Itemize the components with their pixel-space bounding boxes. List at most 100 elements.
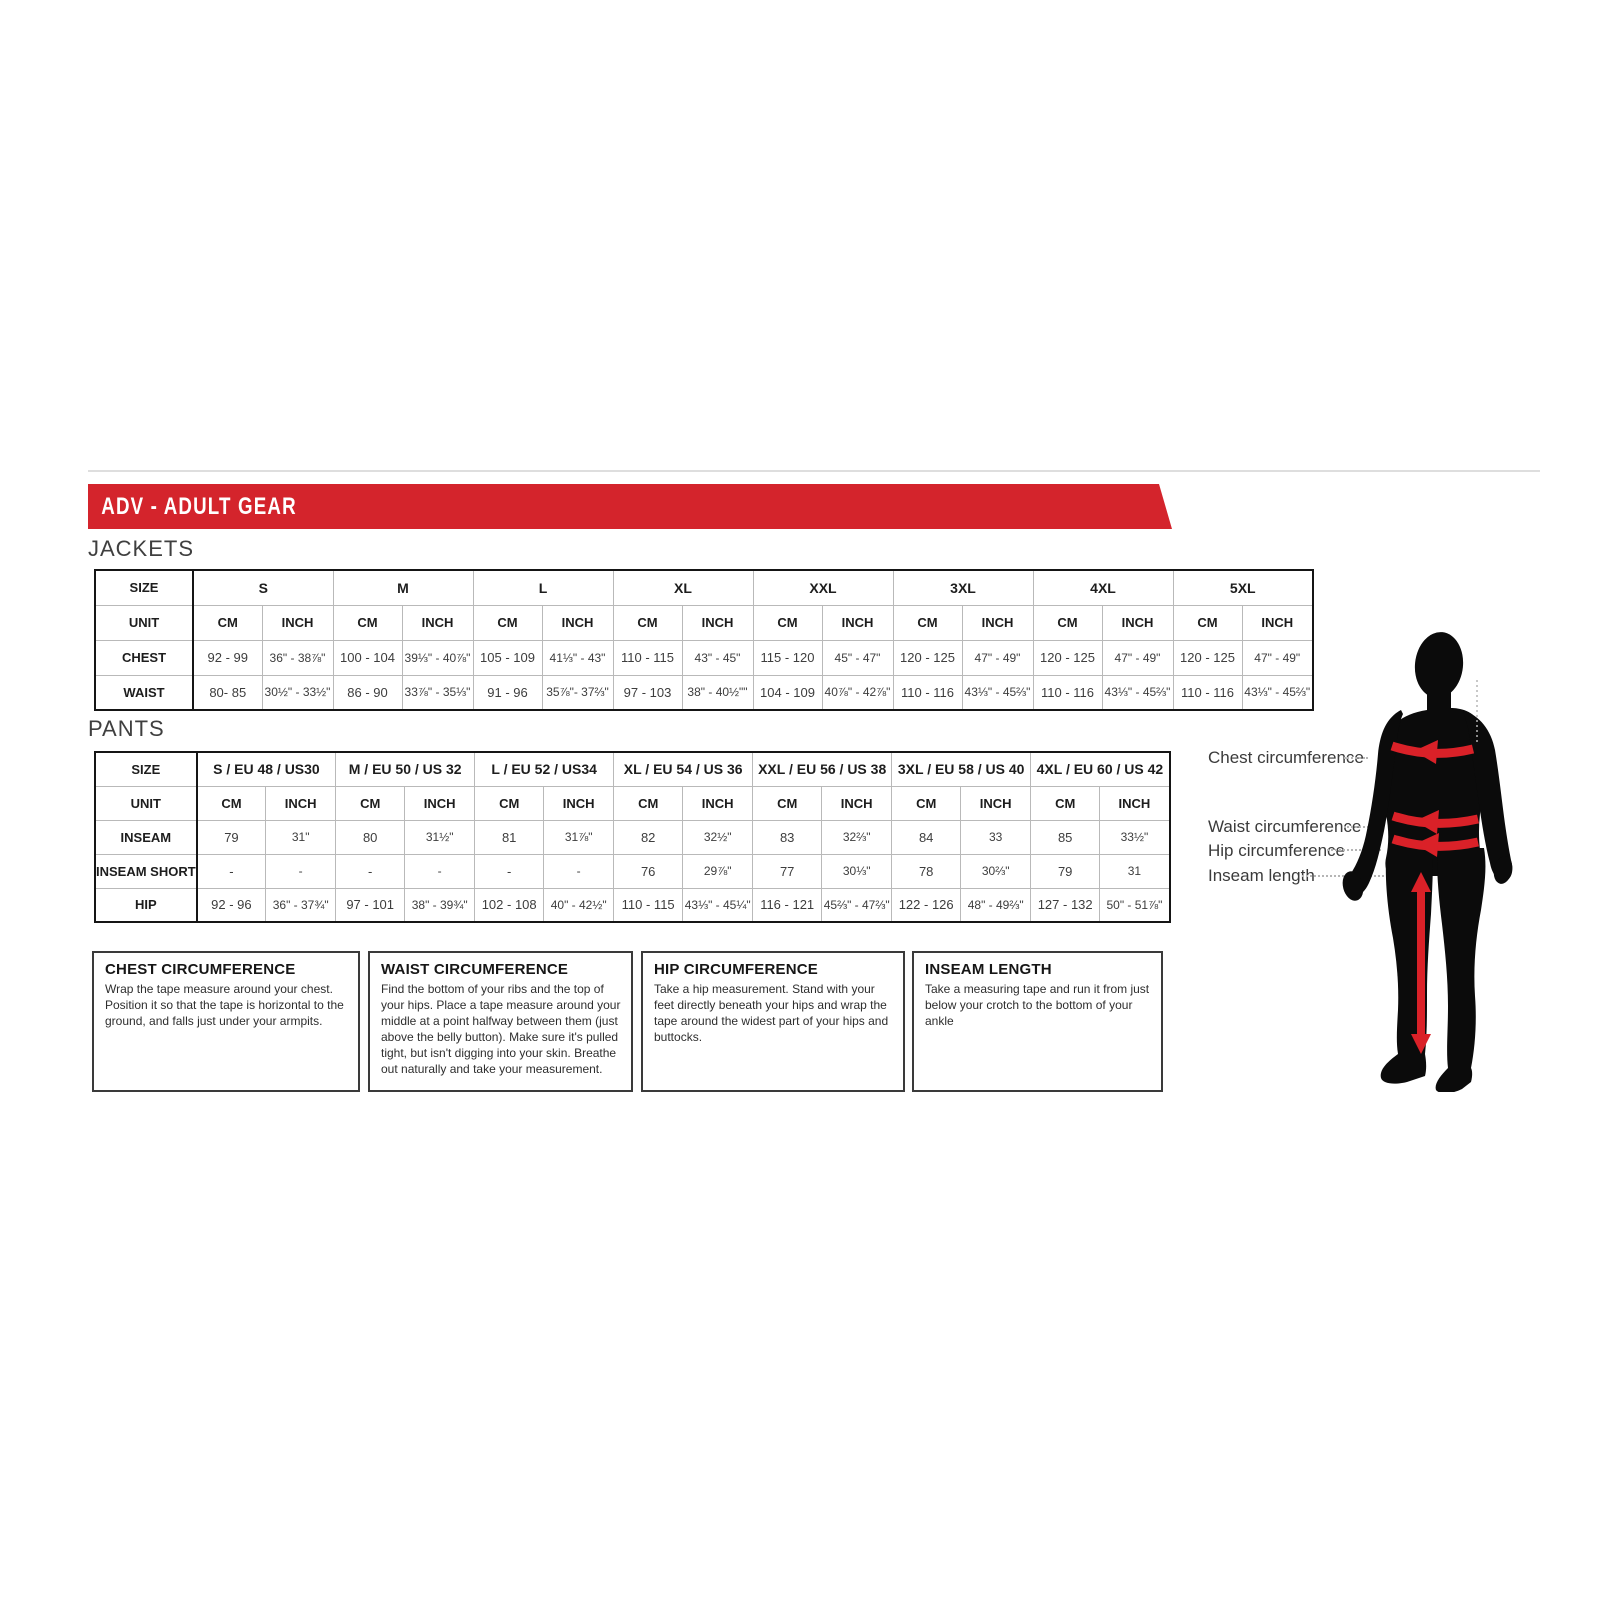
- inch-value-cell: 40⅞" - 42⅞": [821, 674, 894, 711]
- inch-value-cell: 38" - 40½"": [681, 674, 754, 711]
- cm-value-cell: 110 - 116: [1032, 674, 1103, 711]
- inch-value-cell: 43⅓" - 45⅔": [961, 674, 1034, 711]
- unit-inch-header: INCH: [1241, 604, 1314, 641]
- inch-value-cell: -: [265, 853, 337, 889]
- unit-inch-header: INCH: [821, 604, 894, 641]
- size-header-cell: SIZE: [94, 751, 198, 787]
- inch-value-cell: 33⅞" - 35⅓": [401, 674, 474, 711]
- inch-value-cell: -: [404, 853, 476, 889]
- inch-value-cell: 36" - 38⅞": [261, 639, 334, 676]
- size-column-header: XL / EU 54 / US 36: [613, 751, 754, 787]
- cm-value-cell: 115 - 120: [752, 639, 823, 676]
- cm-value-cell: 97 - 101: [335, 887, 406, 923]
- cm-value-cell: 116 - 121: [752, 887, 823, 923]
- unit-cm-header: CM: [332, 604, 403, 641]
- row-label-cell: INSEAM: [94, 819, 198, 855]
- waist-measure-arrow: [1391, 810, 1479, 834]
- cm-value-cell: 120 - 125: [1032, 639, 1103, 676]
- inch-value-cell: 39⅓" - 40⅞": [401, 639, 474, 676]
- unit-cm-header: CM: [335, 785, 406, 821]
- cm-value-cell: 76: [613, 853, 684, 889]
- cm-value-cell: 86 - 90: [332, 674, 403, 711]
- inch-value-cell: 30½" - 33½": [261, 674, 334, 711]
- size-column-header: 4XL: [1032, 569, 1174, 606]
- pants-section-label: PANTS: [88, 716, 165, 741]
- section-banner: ADV - ADULT GEAR: [88, 484, 1172, 529]
- cm-value-cell: -: [196, 853, 267, 889]
- waist-leader-line: [1344, 826, 1380, 828]
- inch-value-cell: 38" - 39¾": [404, 887, 476, 923]
- waist-guide-text: Find the bottom of your ribs and the top…: [381, 982, 621, 1076]
- cm-value-cell: 77: [752, 853, 823, 889]
- inch-value-cell: 45" - 47": [821, 639, 894, 676]
- cm-value-cell: 110 - 115: [612, 639, 683, 676]
- inseam-guide-title: INSEAM LENGTH: [925, 961, 1052, 978]
- unit-cm-header: CM: [613, 785, 684, 821]
- cm-value-cell: 83: [752, 819, 823, 855]
- size-header-cell: SIZE: [94, 569, 194, 606]
- cm-value-cell: 79: [196, 819, 267, 855]
- waist-guide-title: WAIST CIRCUMFERENCE: [381, 961, 569, 978]
- cm-value-cell: 120 - 125: [892, 639, 963, 676]
- waist-guide-box: WAIST CIRCUMFERENCE Find the bottom of y…: [368, 951, 633, 1092]
- inch-value-cell: 29⅞": [682, 853, 754, 889]
- cm-value-cell: 104 - 109: [752, 674, 823, 711]
- cm-value-cell: 105 - 109: [472, 639, 543, 676]
- size-column-header: XXL / EU 56 / US 38: [752, 751, 893, 787]
- inch-value-cell: 31": [265, 819, 337, 855]
- cm-value-cell: 122 - 126: [891, 887, 962, 923]
- inch-value-cell: 30⅓": [821, 853, 893, 889]
- inch-value-cell: -: [543, 853, 615, 889]
- chest-guide-title: CHEST CIRCUMFERENCE: [105, 961, 296, 978]
- banner-title: ADV - ADULT GEAR: [101, 493, 297, 520]
- cm-value-cell: 80- 85: [192, 674, 263, 711]
- waist-measure-label: Waist circumference: [1208, 817, 1362, 836]
- cm-value-cell: 110 - 115: [613, 887, 684, 923]
- unit-cm-header: CM: [474, 785, 545, 821]
- pants-size-table: SIZE S / EU 48 / US30 M / EU 50 / US 32 L /…: [94, 751, 1171, 923]
- inch-value-cell: 31: [1099, 853, 1171, 889]
- size-column-header: L / EU 52 / US34: [474, 751, 615, 787]
- cm-value-cell: 110 - 116: [1172, 674, 1243, 711]
- inseam-measure-arrow: [1411, 872, 1431, 1054]
- unit-cm-header: CM: [892, 604, 963, 641]
- inch-value-cell: 50" - 51⅞": [1099, 887, 1171, 923]
- chest-measure-label: Chest circumference: [1208, 748, 1364, 767]
- row-label-cell: HIP: [94, 887, 198, 923]
- unit-cm-header: CM: [752, 604, 823, 641]
- inch-value-cell: 40" - 42½": [543, 887, 615, 923]
- unit-inch-header: INCH: [681, 604, 754, 641]
- hip-guide-box: HIP CIRCUMFERENCE Take a hip measurement…: [641, 951, 905, 1092]
- unit-inch-header: INCH: [404, 785, 476, 821]
- hip-guide-title: HIP CIRCUMFERENCE: [654, 961, 818, 978]
- unit-cm-header: CM: [192, 604, 263, 641]
- inch-value-cell: 32½": [682, 819, 754, 855]
- unit-cm-header: CM: [472, 604, 543, 641]
- inch-value-cell: 36" - 37¾": [265, 887, 337, 923]
- inch-value-cell: 33½": [1099, 819, 1171, 855]
- unit-cm-header: CM: [752, 785, 823, 821]
- row-label-cell: INSEAM SHORT: [94, 853, 198, 889]
- inch-value-cell: 45⅔" - 47⅔": [821, 887, 893, 923]
- cm-value-cell: 82: [613, 819, 684, 855]
- size-column-header: 3XL / EU 58 / US 40: [891, 751, 1032, 787]
- hip-measure-arrow: [1391, 833, 1479, 857]
- inseam-guide-text: Take a measuring tape and run it from ju…: [925, 982, 1150, 1028]
- size-column-header: 4XL / EU 60 / US 42: [1030, 751, 1171, 787]
- unit-inch-header: INCH: [261, 604, 334, 641]
- inseam-measure-label: Inseam length: [1208, 866, 1315, 885]
- cm-value-cell: 100 - 104: [332, 639, 403, 676]
- size-column-header: S / EU 48 / US30: [196, 751, 337, 787]
- inch-value-cell: 33: [960, 819, 1032, 855]
- cm-value-cell: 91 - 96: [472, 674, 543, 711]
- unit-header-cell: UNIT: [94, 604, 194, 641]
- unit-inch-header: INCH: [541, 604, 614, 641]
- size-column-header: L: [472, 569, 614, 606]
- chest-measure-arrow: [1390, 740, 1475, 764]
- row-label-cell: CHEST: [94, 639, 194, 676]
- unit-cm-header: CM: [1032, 604, 1103, 641]
- hip-guide-text: Take a hip measurement. Stand with your …: [654, 982, 889, 1044]
- unit-cm-header: CM: [612, 604, 683, 641]
- inch-value-cell: 43⅓" - 45⅔": [1241, 674, 1314, 711]
